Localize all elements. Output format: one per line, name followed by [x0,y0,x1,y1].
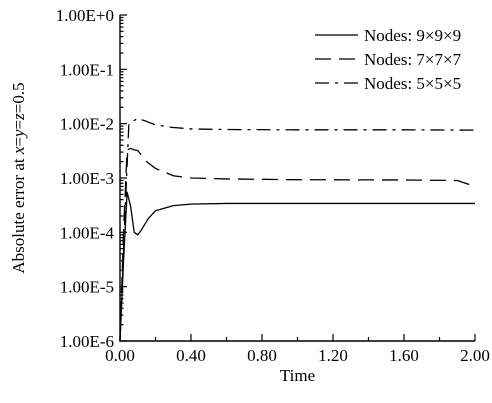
x-axis-title: Time [280,366,315,385]
y-axis-title-part: Absolute error at [9,154,28,273]
legend-label-3: Nodes: 5×5×5 [364,74,461,93]
y-tick-label: 1.00E-3 [60,169,114,188]
y-axis-title-part: y [9,129,28,139]
y-axis-title-part: = [9,120,28,130]
series-line-3 [119,117,476,342]
y-axis-title-part: =0.5 [9,82,28,113]
y-tick-label: 1.00E-5 [60,278,114,297]
y-tick-label: 1.00E-4 [60,223,115,242]
legend-label-1: Nodes: 9×9×9 [364,26,461,45]
y-axis-title-part: = [9,137,28,147]
y-tick-label: 1.00E-1 [60,60,114,79]
x-tick-label: 0.00 [105,346,135,365]
x-tick-label: 1.60 [389,346,419,365]
y-tick-label: 1.00E-2 [60,115,114,134]
x-tick-label: 0.40 [176,346,206,365]
x-tick-label: 1.20 [318,346,348,365]
series-line-1 [119,191,475,342]
plot-marks [119,117,476,342]
y-axis-title-part: x [9,146,28,155]
y-tick-label: 1.00E-6 [60,332,114,351]
x-tick-label: 2.00 [460,346,490,365]
axes: 1.00E+0 1.00E-1 1.00E-2 1.00E-3 1.00E-4 1.00E… [56,6,490,365]
y-axis-title: Absolute error at x=y=z=0.5 [9,82,28,273]
y-tick-label: 1.00E+0 [56,6,114,25]
series-line-2 [119,147,476,342]
legend: Nodes: 9×9×9 Nodes: 7×7×7 Nodes: 5×5×5 [315,26,462,93]
legend-label-2: Nodes: 7×7×7 [364,50,462,69]
y-axis-title-part: z [9,113,28,121]
x-tick-label: 0.80 [247,346,277,365]
